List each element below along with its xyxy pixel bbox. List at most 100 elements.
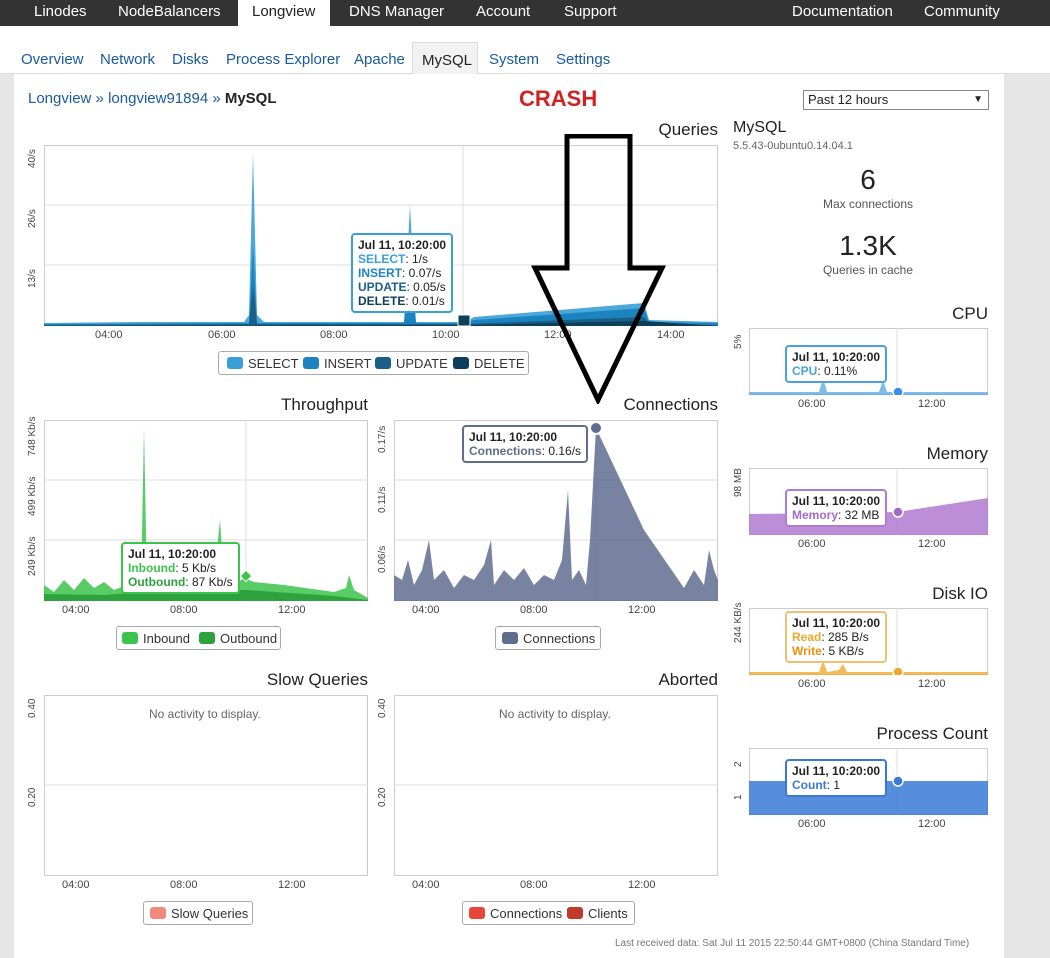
legend-inbound[interactable]: Inbound [122, 631, 190, 647]
queries-xtick: 14:00 [657, 329, 685, 341]
queries-delete-area [44, 321, 718, 326]
legend-slow-queries[interactable]: Slow Queries [150, 906, 248, 922]
max-connections-label: Max connections [822, 197, 914, 211]
memory-ytick: 98 MB [733, 468, 744, 497]
disk-io-tooltip: Jul 11, 10:20:00 Read: 285 B/s Write: 5 … [785, 611, 888, 663]
disk-io-area [749, 660, 988, 675]
sub-nav: Overview Network Disks Process Explorer … [0, 26, 1050, 74]
legend-select[interactable]: SELECT [227, 356, 299, 372]
nav-dns-manager[interactable]: DNS Manager [349, 3, 445, 20]
queries-tooltip: Jul 11, 10:20:00 SELECT: 1/s INSERT: 0.0… [351, 233, 454, 313]
throughput-ytick: 499 Kb/s [27, 476, 38, 516]
legend-connections[interactable]: Connections [502, 631, 595, 647]
throughput-xtick: 08:00 [170, 604, 198, 616]
time-range-select[interactable]: Past 12 hours ▼ [803, 90, 989, 110]
breadcrumb-sep: » [91, 90, 109, 107]
tab-disks[interactable]: Disks [172, 51, 209, 68]
tab-overview[interactable]: Overview [21, 51, 84, 68]
connections-ytick: 0.06/s [377, 545, 388, 573]
cpu-xtick: 06:00 [798, 398, 826, 410]
slow-queries-legend: Slow Queries [143, 901, 253, 925]
time-range-value: Past 12 hours [808, 92, 889, 107]
cpu-xtick: 12:00 [918, 398, 946, 410]
legend-aborted-clients[interactable]: Clients [567, 906, 628, 922]
tab-process-explorer[interactable]: Process Explorer [226, 51, 341, 68]
disk-io-marker [892, 666, 904, 675]
page-gutter-left [0, 74, 14, 958]
aborted-title: Aborted [658, 670, 718, 689]
process-count-marker [892, 775, 904, 787]
cpu-tooltip: Jul 11, 10:20:00 CPU: 0.11% [785, 345, 888, 383]
queries-xtick: 08:00 [320, 329, 348, 341]
nav-support[interactable]: Support [564, 3, 617, 20]
connections-legend: Connections [495, 626, 601, 650]
aborted-ytick: 0.20 [377, 787, 388, 807]
throughput-title: Throughput [281, 395, 368, 414]
mysql-version: 5.5.43-0ubuntu0.14.04.1 [733, 140, 853, 152]
nav-documentation[interactable]: Documentation [792, 3, 893, 20]
top-nav: Linodes NodeBalancers Longview DNS Manag… [0, 0, 1050, 26]
nav-linodes[interactable]: Linodes [34, 3, 87, 20]
throughput-marker [239, 569, 253, 583]
last-received-status: Last received data: Sat Jul 11 2015 22:5… [615, 938, 970, 949]
disk-io-xtick: 06:00 [798, 678, 826, 690]
queries-cache-value: 1.3K [839, 230, 897, 261]
tab-system[interactable]: System [489, 51, 540, 68]
tab-mysql[interactable]: MySQL [412, 42, 478, 74]
nav-account[interactable]: Account [476, 3, 531, 20]
slow-queries-title: Slow Queries [266, 670, 368, 689]
legend-delete[interactable]: DELETE [453, 356, 525, 372]
slow-queries-chart [44, 695, 368, 876]
nav-nodebalancers[interactable]: NodeBalancers [118, 3, 221, 20]
cpu-marker [892, 386, 904, 395]
queries-xtick: 06:00 [208, 329, 236, 341]
connections-xtick: 08:00 [520, 604, 548, 616]
chevron-down-icon: ▼ [973, 94, 983, 105]
connections-xtick: 04:00 [412, 604, 440, 616]
cpu-area [749, 378, 988, 395]
slow-xtick: 08:00 [170, 879, 198, 891]
tooltip-row: DELETE: 0.01/s [358, 294, 445, 308]
throughput-legend: Inbound Outbound [116, 626, 281, 650]
memory-marker [892, 506, 904, 518]
memory-title: Memory [926, 444, 988, 463]
nav-community[interactable]: Community [924, 3, 1000, 20]
disk-io-ytick: 244 KB/s [733, 602, 744, 643]
down-arrow-annotation [531, 134, 666, 404]
connections-area [394, 428, 718, 601]
aborted-chart [394, 695, 718, 876]
tab-network[interactable]: Network [100, 51, 156, 68]
breadcrumb-sep: » [208, 90, 225, 107]
legend-update[interactable]: UPDATE [375, 356, 448, 372]
tab-settings[interactable]: Settings [556, 51, 611, 68]
process-count-tooltip: Jul 11, 10:20:00 Count: 1 [785, 759, 888, 797]
breadcrumb-host[interactable]: longview91894 [108, 90, 209, 107]
connections-xtick: 12:00 [628, 604, 656, 616]
tooltip-row: INSERT: 0.07/s [358, 266, 442, 280]
throughput-ytick: 249 Kb/s [27, 536, 38, 576]
queries-ytick: 13/s [27, 269, 38, 288]
cpu-title: CPU [952, 304, 988, 323]
breadcrumb-current: MySQL [224, 90, 277, 107]
queries-xtick: 04:00 [95, 329, 123, 341]
tooltip-row: SELECT: 1/s [358, 252, 429, 266]
legend-insert[interactable]: INSERT [303, 356, 371, 372]
crash-annotation: CRASH [519, 86, 598, 111]
disk-io-title: Disk IO [932, 584, 988, 603]
aborted-xtick: 08:00 [520, 879, 548, 891]
connections-tooltip: Jul 11, 10:20:00 Connections: 0.16/s [462, 425, 589, 463]
legend-outbound[interactable]: Outbound [199, 631, 277, 647]
nav-longview[interactable]: Longview [238, 0, 330, 26]
process-count-xtick: 12:00 [918, 818, 946, 830]
process-count-title: Process Count [876, 724, 989, 743]
connections-ytick: 0.17/s [377, 425, 388, 453]
throughput-outbound-area [44, 590, 368, 601]
cpu-ytick: 5% [733, 334, 744, 349]
memory-xtick: 12:00 [918, 538, 946, 550]
tab-apache[interactable]: Apache [354, 51, 405, 68]
disk-io-xtick: 12:00 [918, 678, 946, 690]
connections-marker [589, 421, 603, 435]
queries-legend: SELECT INSERT UPDATE DELETE [218, 351, 529, 375]
legend-aborted-connections[interactable]: Connections [469, 906, 562, 922]
breadcrumb-longview[interactable]: Longview [28, 90, 92, 107]
